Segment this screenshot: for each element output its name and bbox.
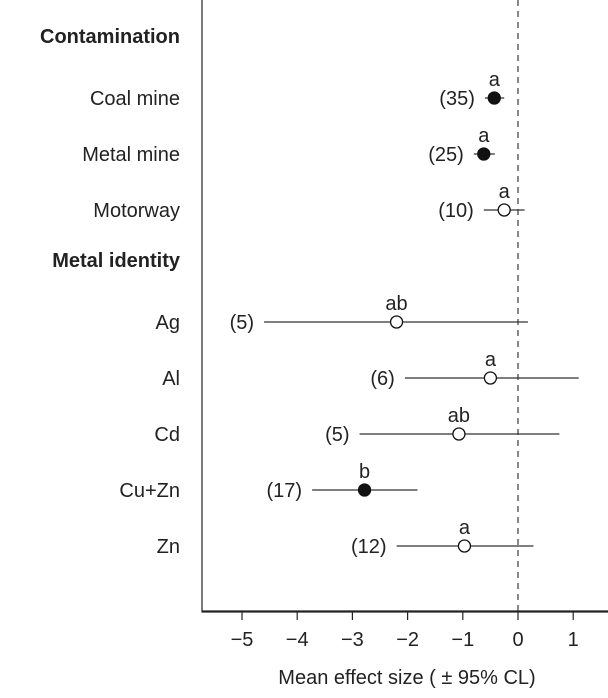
data-row: Ag (5) ab (156, 293, 528, 334)
group-letter-label: ab (448, 405, 470, 427)
group-letter-label: a (485, 349, 497, 371)
group-letter-label: a (478, 125, 490, 147)
sample-size-label: (35) (439, 88, 475, 110)
sample-size-label: (5) (325, 424, 349, 446)
group-letter-label: b (359, 461, 370, 483)
mean-point (389, 315, 404, 329)
group-letter-label: a (459, 517, 471, 539)
x-tick-label: −3 (341, 629, 364, 651)
mean-point (477, 147, 491, 161)
mean-point (357, 483, 372, 497)
row-label: Cu+Zn (119, 480, 180, 502)
x-axis-title: Mean effect size ( ± 95% CL) (278, 667, 535, 689)
mean-point (457, 539, 472, 553)
group-letter-label: a (499, 181, 511, 203)
x-tick-label: 1 (568, 629, 579, 651)
section-label: Metal identity (52, 250, 181, 272)
data-row: Zn (12) a (157, 517, 534, 558)
data-row: Cd (5) ab (154, 405, 560, 446)
mean-point (452, 427, 466, 441)
sample-size-label: (5) (230, 312, 254, 334)
sample-size-label: (12) (351, 536, 387, 558)
x-tick-label: −2 (396, 629, 419, 651)
data-row: Cu+Zn (17) b (119, 461, 418, 502)
row-label: Motorway (93, 200, 180, 222)
mean-point (483, 371, 498, 385)
sample-size-label: (6) (370, 368, 394, 390)
row-label: Metal mine (82, 144, 180, 166)
x-tick-label: −5 (231, 629, 254, 651)
row-label: Cd (154, 424, 180, 446)
group-letter-label: ab (385, 293, 407, 315)
x-tick-label: −1 (451, 629, 474, 651)
sample-size-label: (25) (428, 144, 464, 166)
row-label: Al (162, 368, 180, 390)
mean-point (497, 203, 511, 217)
section-label: Contamination (40, 26, 180, 48)
x-tick-label: 0 (512, 629, 523, 651)
x-axis-ticks: −5 −4 −3 −2 −1 0 1 (231, 611, 579, 651)
plot-frame (201, 0, 608, 613)
row-label: Zn (157, 536, 180, 558)
row-label: Ag (156, 312, 180, 334)
x-tick-label: −4 (286, 629, 309, 651)
data-row: Coal mine (35) a (90, 69, 505, 110)
data-row: Al (6) a (162, 349, 579, 390)
group-letter-label: a (489, 69, 501, 91)
row-label: Coal mine (90, 88, 180, 110)
data-row: Metal mine (25) a (82, 125, 495, 166)
sample-size-label: (10) (438, 200, 474, 222)
mean-point (487, 91, 501, 105)
data-row: Motorway (10) a (93, 181, 525, 222)
sample-size-label: (17) (267, 480, 303, 502)
